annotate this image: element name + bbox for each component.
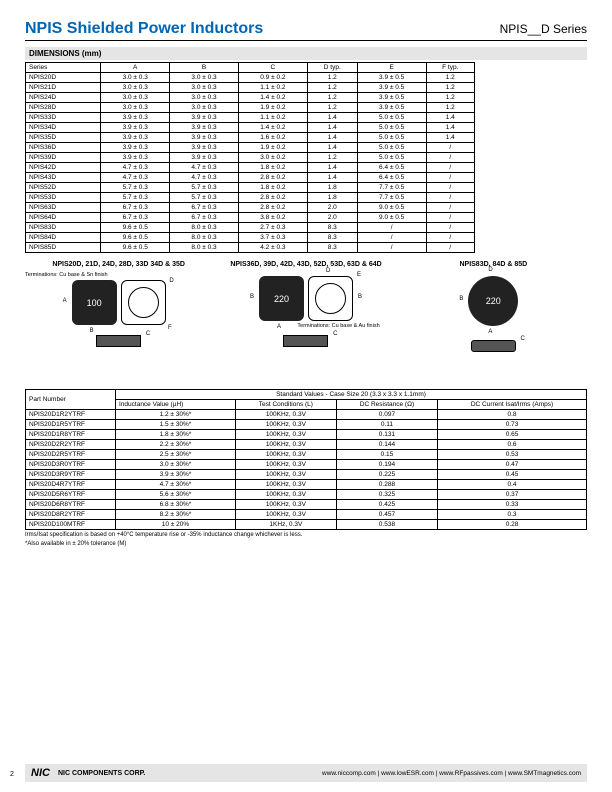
table-row: NPIS39D3.9 ± 0.33.9 ± 0.33.0 ± 0.21.25.0… — [26, 153, 475, 163]
inductor-outline-icon — [308, 276, 353, 321]
values-table: Part Number Standard Values - Case Size … — [25, 389, 587, 530]
diagram-group-2: NPIS36D, 39D, 42D, 43D, 52D, 53D, 63D & … — [212, 261, 399, 381]
dimensions-table: SeriesABCD typ.EF typ. NPIS20D3.0 ± 0.33… — [25, 62, 475, 253]
table-row: NPIS20D4R7YTRF4.7 ± 30%*100KHz, 0.3V0.28… — [26, 480, 587, 490]
corp-name: NIC COMPONENTS CORP. — [58, 770, 145, 777]
table-row: NPIS20D2R2YTRF2.2 ± 30%*100KHz, 0.3V0.14… — [26, 440, 587, 450]
table-header: F typ. — [426, 63, 474, 73]
table-row: NPIS20D1R5YTRF1.5 ± 30%*100KHz, 0.3V0.11… — [26, 420, 587, 430]
table-row: NPIS52D5.7 ± 0.35.7 ± 0.31.8 ± 0.21.87.7… — [26, 183, 475, 193]
page-header: NPIS Shielded Power Inductors NPIS__D Se… — [25, 20, 587, 41]
side-view-icon — [96, 335, 141, 347]
table-row: NPIS20D1R2YTRF1.2 ± 30%*100KHz, 0.3V0.09… — [26, 410, 587, 420]
diag3-title: NPIS83D, 84D & 85D — [400, 261, 587, 268]
footer-links: www.niccomp.com | www.lowESR.com | www.R… — [153, 770, 581, 777]
table-row: NPIS34D3.9 ± 0.33.9 ± 0.31.4 ± 0.21.45.0… — [26, 123, 475, 133]
inductor-outline-icon — [121, 280, 166, 325]
series-label: NPIS__D Series — [500, 22, 587, 36]
table-header: Series — [26, 63, 101, 73]
nic-logo: NIC — [31, 767, 50, 779]
table-row: NPIS28D3.0 ± 0.33.0 ± 0.31.9 ± 0.21.23.9… — [26, 103, 475, 113]
diagram-group-1: NPIS20D, 21D, 24D, 28D, 33D 34D & 35D Te… — [25, 261, 212, 381]
values-header: Standard Values - Case Size 20 (3.3 x 3.… — [116, 390, 587, 400]
table-header: DC Resistance (Ω) — [336, 400, 437, 410]
table-row: NPIS20D100MTRF10 ± 20%1KHz, 0.3V0.5380.2… — [26, 520, 587, 530]
table-header: Inductance Value (µH) — [116, 400, 236, 410]
table-row: NPIS24D3.0 ± 0.33.0 ± 0.31.4 ± 0.21.23.9… — [26, 93, 475, 103]
table-row: NPIS33D3.9 ± 0.33.9 ± 0.31.1 ± 0.21.45.0… — [26, 113, 475, 123]
table-row: NPIS21D3.0 ± 0.33.0 ± 0.31.1 ± 0.21.23.9… — [26, 83, 475, 93]
side-view-icon — [283, 335, 328, 347]
dimensions-label: DIMENSIONS (mm) — [25, 47, 587, 60]
table-row: NPIS64D6.7 ± 0.36.7 ± 0.33.8 ± 0.22.09.0… — [26, 213, 475, 223]
table-row: NPIS83D9.6 ± 0.58.0 ± 0.32.7 ± 0.38.3// — [26, 223, 475, 233]
inductor-icon: 220 — [259, 276, 304, 321]
table-row: NPIS20D3R9YTRF3.9 ± 30%*100KHz, 0.3V0.22… — [26, 470, 587, 480]
diag1-terminations: Terminations: Cu base & Sn finish — [25, 272, 212, 278]
diagram-group-3: NPIS83D, 84D & 85D 220 D A B C — [400, 261, 587, 381]
table-row: NPIS20D3.0 ± 0.33.0 ± 0.30.9 ± 0.21.23.9… — [26, 73, 475, 83]
table-row: NPIS63D6.7 ± 0.36.7 ± 0.32.8 ± 0.22.09.0… — [26, 203, 475, 213]
side-view-icon — [471, 340, 516, 352]
diagrams-row: NPIS20D, 21D, 24D, 28D, 33D 34D & 35D Te… — [25, 261, 587, 381]
table-header: DC Current Isat/Irms (Amps) — [438, 400, 587, 410]
diag2-terminations: Terminations: Cu base & Au finish — [212, 323, 379, 329]
table-row: NPIS20D8R2YTRF8.2 ± 30%*100KHz, 0.3V0.45… — [26, 510, 587, 520]
diag2-title: NPIS36D, 39D, 42D, 43D, 52D, 53D, 63D & … — [212, 261, 399, 268]
pn-header: Part Number — [26, 390, 116, 410]
table-header: A — [101, 63, 170, 73]
table-header: B — [170, 63, 239, 73]
table-row: NPIS42D4.7 ± 0.34.7 ± 0.31.8 ± 0.21.46.4… — [26, 163, 475, 173]
footnote-2: *Also available in ± 20% tolerance (M) — [25, 541, 587, 548]
table-row: NPIS36D3.9 ± 0.33.9 ± 0.31.9 ± 0.21.45.0… — [26, 143, 475, 153]
table-row: NPIS20D5R6YTRF5.6 ± 30%*100KHz, 0.3V0.32… — [26, 490, 587, 500]
page-number: 2 — [10, 771, 14, 778]
table-row: NPIS84D9.6 ± 0.58.0 ± 0.33.7 ± 0.38.3// — [26, 233, 475, 243]
table-row: NPIS53D5.7 ± 0.35.7 ± 0.32.8 ± 0.21.87.7… — [26, 193, 475, 203]
table-row: NPIS20D3R0YTRF3.0 ± 30%*100KHz, 0.3V0.19… — [26, 460, 587, 470]
table-header: D typ. — [307, 63, 357, 73]
table-row: NPIS43D4.7 ± 0.34.7 ± 0.32.8 ± 0.21.46.4… — [26, 173, 475, 183]
table-header: C — [238, 63, 307, 73]
table-row: NPIS20D2R5YTRF2.5 ± 30%*100KHz, 0.3V0.15… — [26, 450, 587, 460]
footnote-1: Irms/Isat specification is based on +40°… — [25, 532, 587, 539]
table-header: Test Conditions (L) — [235, 400, 336, 410]
table-row: NPIS20D1R8YTRF1.8 ± 30%*100KHz, 0.3V0.13… — [26, 430, 587, 440]
table-row: NPIS35D3.9 ± 0.33.9 ± 0.31.6 ± 0.21.45.0… — [26, 133, 475, 143]
diag1-title: NPIS20D, 21D, 24D, 28D, 33D 34D & 35D — [25, 261, 212, 268]
inductor-round-icon: 220 — [468, 276, 518, 326]
table-row: NPIS20D6R8YTRF6.8 ± 30%*100KHz, 0.3V0.42… — [26, 500, 587, 510]
table-row: NPIS85D9.6 ± 0.58.0 ± 0.34.2 ± 0.38.3// — [26, 243, 475, 253]
table-header: E — [357, 63, 426, 73]
page-footer: NIC NIC COMPONENTS CORP. www.niccomp.com… — [25, 764, 587, 782]
inductor-icon: 100 — [72, 280, 117, 325]
main-title: NPIS Shielded Power Inductors — [25, 20, 263, 38]
